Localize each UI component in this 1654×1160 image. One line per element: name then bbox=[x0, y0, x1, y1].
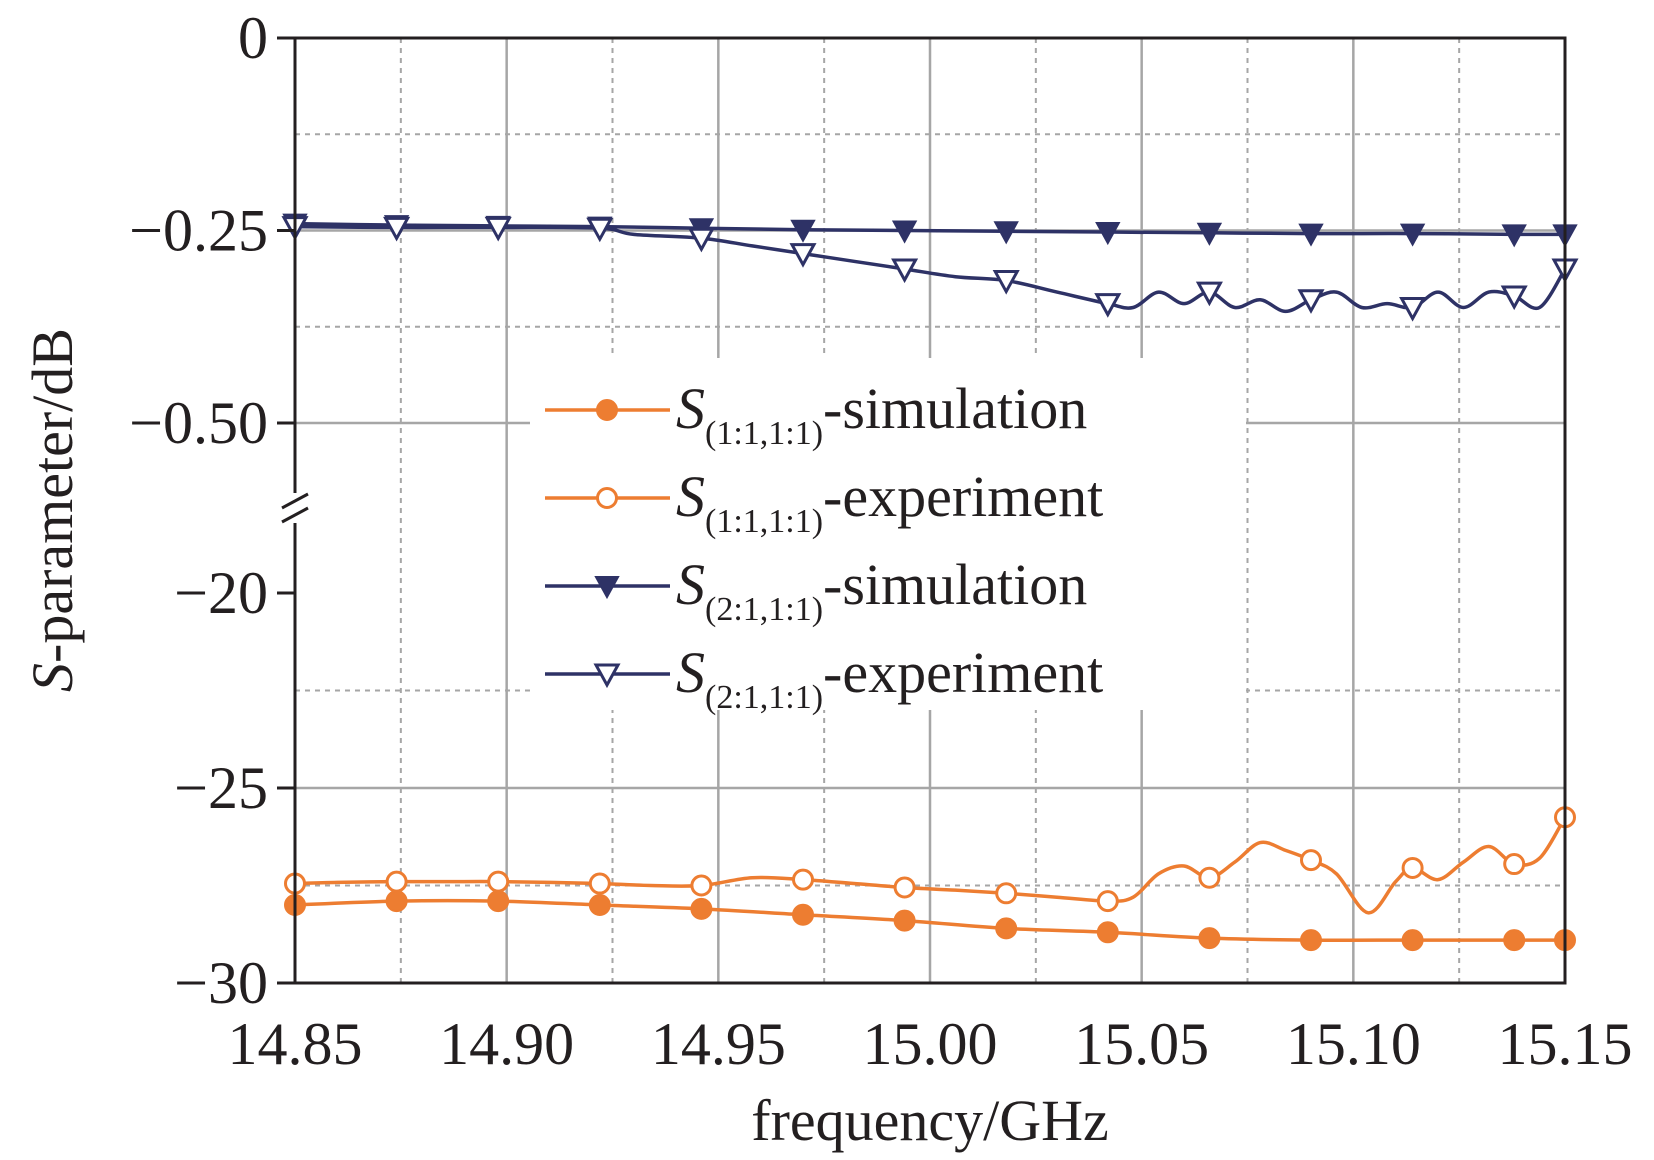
y-tick-label: −0.50 bbox=[129, 390, 268, 456]
y-tick-label: −0.25 bbox=[129, 198, 268, 264]
data-point bbox=[995, 882, 1018, 905]
y-tick-label: −20 bbox=[174, 560, 268, 626]
data-point bbox=[1095, 222, 1121, 246]
data-point bbox=[1198, 927, 1221, 950]
x-tick-label: 15.15 bbox=[1498, 1011, 1633, 1077]
series-1 bbox=[284, 890, 1576, 952]
legend-marker bbox=[593, 663, 621, 689]
data-point bbox=[383, 216, 411, 242]
series-4 bbox=[281, 216, 1579, 322]
data-point bbox=[484, 216, 512, 242]
data-point bbox=[891, 258, 919, 284]
data-point bbox=[1094, 293, 1122, 318]
x-axis-title: frequency/GHz bbox=[751, 1088, 1109, 1153]
data-point bbox=[586, 217, 614, 243]
legend-marker bbox=[596, 399, 618, 421]
data-point bbox=[1198, 866, 1221, 889]
data-point bbox=[487, 890, 510, 913]
data-point bbox=[992, 270, 1020, 295]
legend: S(1:1,1:1)-simulation S(1:1,1:1)-experime… bbox=[530, 358, 1246, 716]
legend-marker bbox=[594, 576, 620, 600]
series-layer bbox=[281, 213, 1579, 952]
y-tick-label: −30 bbox=[174, 950, 268, 1016]
data-point bbox=[690, 897, 713, 920]
data-point bbox=[789, 243, 817, 268]
axis-break-mark bbox=[281, 492, 309, 524]
legend-marker bbox=[596, 487, 618, 509]
y-tick-label: 0 bbox=[238, 5, 268, 71]
x-tick-label: 15.00 bbox=[863, 1011, 998, 1077]
x-tick-label: 14.85 bbox=[228, 1011, 363, 1077]
data-point bbox=[1096, 921, 1119, 944]
legend-item: S(1:1,1:1)-simulation bbox=[545, 376, 1087, 452]
series-2 bbox=[284, 806, 1576, 915]
x-tick-label: 14.90 bbox=[439, 1011, 574, 1077]
data-point bbox=[792, 868, 814, 891]
data-point bbox=[1300, 849, 1322, 872]
legend-background bbox=[530, 358, 1246, 710]
data-point bbox=[1297, 289, 1325, 314]
x-tick-label: 15.05 bbox=[1074, 1011, 1209, 1077]
data-point bbox=[792, 903, 814, 926]
data-point bbox=[1196, 222, 1223, 246]
data-point bbox=[790, 219, 816, 243]
data-point bbox=[385, 890, 408, 913]
legend-label: S(1:1,1:1)-experiment bbox=[676, 464, 1103, 540]
data-point bbox=[1399, 297, 1427, 322]
data-point bbox=[1300, 929, 1322, 952]
data-point bbox=[1399, 223, 1426, 247]
data-point bbox=[385, 870, 408, 893]
data-point bbox=[1500, 285, 1528, 311]
data-point bbox=[1401, 856, 1424, 879]
data-point bbox=[588, 894, 611, 916]
data-point bbox=[1503, 929, 1526, 952]
legend-item: S(1:1,1:1)-experiment bbox=[545, 464, 1103, 540]
data-point bbox=[588, 872, 611, 895]
data-point bbox=[993, 221, 1019, 245]
series-line bbox=[294, 224, 1567, 314]
legend-item: S(2:1,1:1)-experiment bbox=[545, 640, 1103, 716]
data-point bbox=[891, 220, 918, 244]
tick-labels: 14.85 14.90 14.95 15.00 15.05 15.10 15.15 0 −0.2… bbox=[129, 5, 1632, 1077]
x-tick-label: 15.10 bbox=[1286, 1011, 1421, 1077]
data-point bbox=[995, 917, 1018, 940]
data-point bbox=[1501, 224, 1527, 248]
data-point bbox=[893, 876, 916, 899]
legend-label: S(1:1,1:1)-simulation bbox=[676, 376, 1087, 452]
data-point bbox=[1195, 281, 1223, 307]
y-tick-label: −25 bbox=[174, 755, 268, 821]
data-point bbox=[893, 909, 916, 932]
data-point bbox=[690, 874, 713, 897]
x-tick-label: 14.95 bbox=[651, 1011, 786, 1077]
data-point bbox=[1401, 929, 1424, 952]
data-point bbox=[487, 870, 510, 893]
y-axis-title: S-parameter/dB bbox=[20, 328, 85, 692]
legend-item: S(2:1,1:1)-simulation bbox=[545, 552, 1087, 628]
legend-label: S(2:1,1:1)-experiment bbox=[676, 640, 1103, 716]
legend-label: S(2:1,1:1)-simulation bbox=[676, 552, 1087, 628]
data-point bbox=[1298, 223, 1324, 247]
data-point bbox=[687, 227, 715, 253]
data-point bbox=[1503, 853, 1526, 876]
data-point bbox=[1096, 890, 1119, 913]
